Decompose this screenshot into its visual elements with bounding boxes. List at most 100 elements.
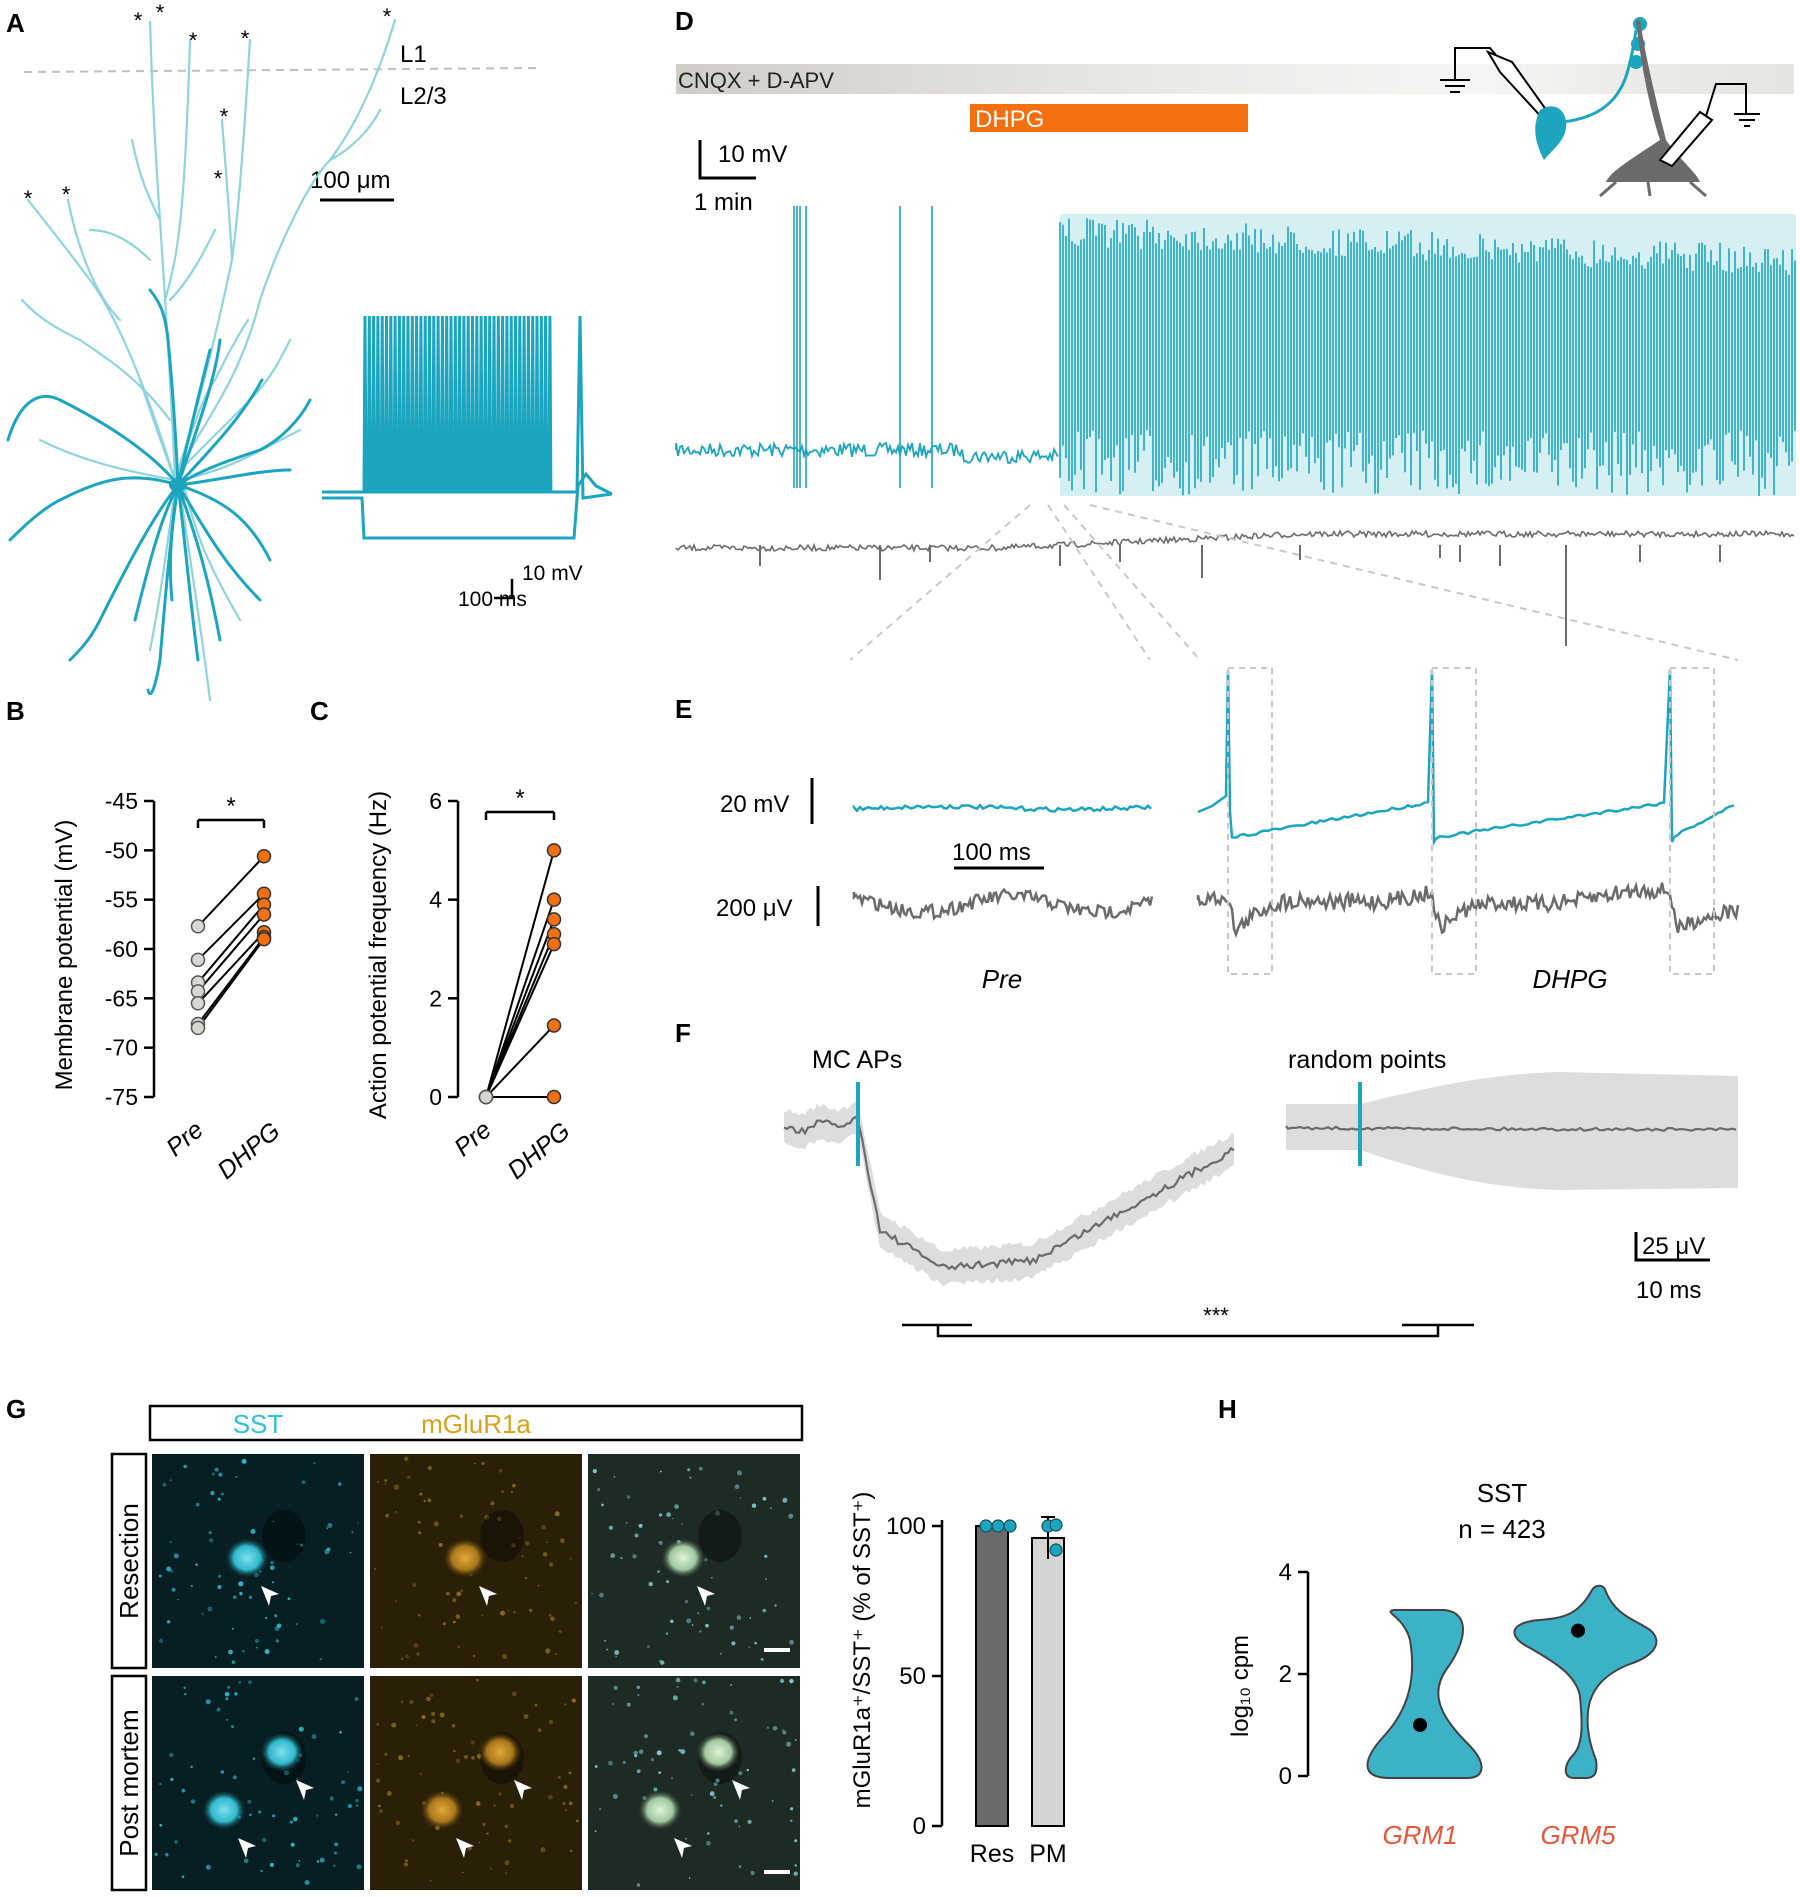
d-scale-min: 1 min — [694, 189, 753, 216]
h-title: SST — [1477, 1478, 1528, 1508]
puncta — [625, 1521, 628, 1524]
arrowhead-icon — [456, 1838, 474, 1858]
dhpg-point — [546, 912, 562, 927]
puncta — [272, 1520, 275, 1523]
puncta — [169, 1479, 172, 1482]
f-scale-ms: 10 ms — [1636, 1277, 1701, 1304]
puncta — [634, 1533, 639, 1538]
puncta — [594, 1830, 597, 1833]
puncta — [154, 1852, 158, 1857]
puncta — [672, 1517, 674, 1520]
puncta — [398, 1755, 404, 1761]
puncta — [296, 1543, 299, 1545]
puncta — [699, 1466, 703, 1471]
puncta — [376, 1723, 379, 1726]
puncta — [208, 1538, 214, 1543]
zoom-guides — [849, 504, 1739, 661]
puncta — [675, 1677, 681, 1683]
e-scale-uv: 200 μV — [716, 895, 793, 922]
cut-marker: * — [24, 186, 33, 211]
puncta — [746, 1768, 749, 1772]
puncta — [324, 1549, 330, 1555]
puncta — [729, 1710, 734, 1715]
y-tick-label: 50 — [899, 1663, 926, 1690]
puncta — [384, 1483, 387, 1485]
cell-shadow — [262, 1510, 306, 1562]
puncta — [507, 1609, 510, 1612]
puncta — [211, 1472, 215, 1476]
y-tick-label: 0 — [429, 1084, 442, 1110]
puncta — [765, 1578, 768, 1581]
puncta — [400, 1700, 404, 1704]
arrowhead-icon — [238, 1838, 256, 1858]
labeled-cell — [696, 1732, 740, 1772]
puncta — [791, 1768, 796, 1772]
y-tick-label: 4 — [429, 887, 442, 913]
puncta — [764, 1554, 768, 1558]
puncta — [453, 1749, 456, 1753]
puncta — [748, 1646, 751, 1649]
row-label-box-postmortem — [110, 1674, 148, 1892]
panel-f: F MC APs random points 25 μV 10 ms *** — [675, 1018, 1738, 1338]
puncta — [766, 1726, 770, 1729]
pre-point — [190, 952, 206, 968]
puncta — [184, 1692, 187, 1696]
puncta — [347, 1771, 349, 1774]
puncta — [232, 1775, 237, 1780]
puncta — [391, 1722, 397, 1728]
puncta — [548, 1719, 554, 1725]
puncta — [734, 1718, 737, 1722]
puncta — [594, 1765, 598, 1768]
puncta — [738, 1825, 741, 1828]
puncta — [611, 1703, 614, 1705]
gene-label: GRM1 — [1382, 1820, 1457, 1850]
puncta — [338, 1482, 342, 1486]
e-scale-mv: 20 mV — [720, 791, 789, 818]
puncta — [269, 1862, 274, 1867]
puncta — [501, 1490, 505, 1494]
puncta — [261, 1837, 267, 1843]
puncta — [218, 1472, 223, 1477]
puncta — [793, 1871, 798, 1876]
puncta — [384, 1752, 388, 1756]
x-category-label: Res — [970, 1840, 1014, 1868]
puncta — [750, 1870, 755, 1876]
f-traces — [783, 1072, 1738, 1286]
puncta — [658, 1513, 663, 1517]
puncta — [574, 1601, 578, 1605]
puncta — [529, 1608, 533, 1612]
puncta — [537, 1584, 540, 1587]
puncta — [697, 1612, 700, 1615]
puncta — [170, 1777, 174, 1781]
dhpg-point — [546, 892, 562, 907]
puncta — [705, 1623, 709, 1628]
e-label-pre: Pre — [982, 964, 1022, 994]
puncta — [446, 1591, 450, 1596]
pair-line — [197, 936, 265, 1025]
e-scale-ms: 100 ms — [952, 839, 1031, 866]
puncta — [550, 1616, 555, 1622]
e-dhpg-pc-trace — [1196, 881, 1740, 939]
micrograph-sst-postmortem — [152, 1676, 364, 1890]
puncta — [181, 1875, 185, 1879]
puncta — [419, 1772, 422, 1776]
puncta — [257, 1810, 262, 1814]
puncta — [548, 1614, 552, 1617]
puncta — [459, 1514, 463, 1518]
puncta — [736, 1470, 743, 1476]
gene-label: GRM5 — [1540, 1820, 1616, 1850]
puncta — [670, 1619, 674, 1624]
micrograph-background — [152, 1676, 364, 1890]
puncta — [335, 1813, 338, 1816]
puncta — [313, 1462, 316, 1464]
puncta — [647, 1645, 650, 1649]
puncta — [165, 1853, 169, 1857]
puncta — [613, 1475, 616, 1478]
h-n-label: n = 423 — [1458, 1514, 1545, 1544]
puncta — [604, 1639, 607, 1642]
puncta — [591, 1592, 593, 1595]
chart-h: 0 2 4 GRM1 GRM5 — [1279, 1559, 1658, 1850]
panel-b: B Membrane potential (mV) -45 -50 -55 -60 -6… — [6, 696, 286, 1185]
puncta — [693, 1678, 698, 1683]
puncta — [385, 1513, 389, 1518]
